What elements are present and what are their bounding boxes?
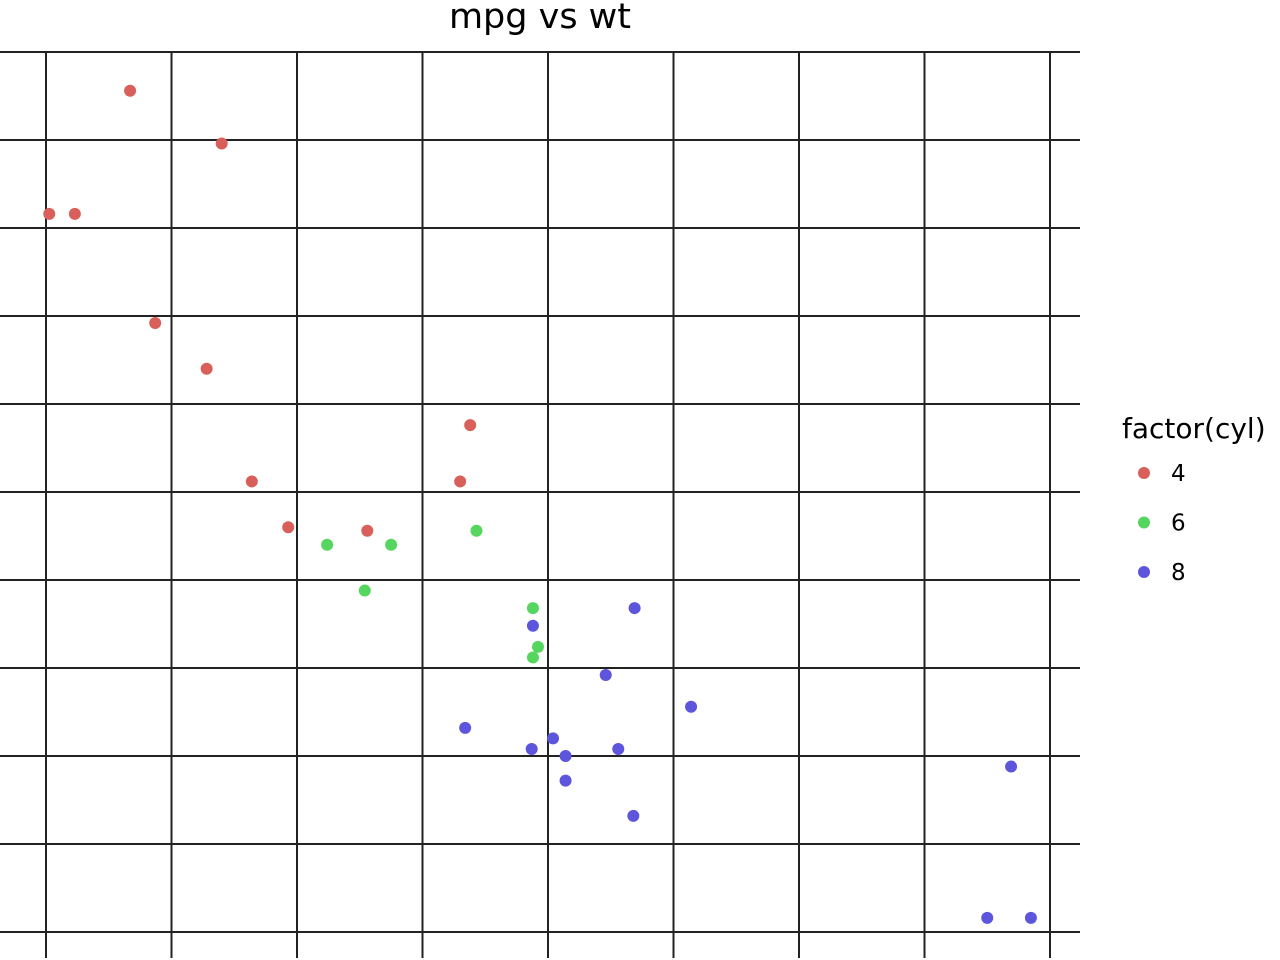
data-point-cyl-4 (200, 362, 213, 375)
data-point-cyl-4 (361, 524, 374, 537)
data-point-cyl-4 (454, 475, 467, 488)
data-point-cyl-8 (559, 750, 572, 762)
data-point-cyl-8 (612, 742, 625, 755)
data-point-cyl-4 (464, 419, 477, 432)
data-point-cyl-8 (628, 602, 641, 615)
data-point-cyl-4 (282, 521, 295, 534)
data-point-cyl-8 (599, 669, 612, 682)
grid (0, 51, 1080, 958)
data-point-cyl-6 (358, 584, 371, 597)
data-point-cyl-6 (531, 640, 544, 653)
data-point-cyl-8 (547, 732, 560, 745)
legend-key-6 (1138, 516, 1150, 529)
data-point-cyl-4 (149, 317, 162, 330)
legend-label-6: 6 (1171, 511, 1186, 537)
legend-label-8: 8 (1171, 560, 1186, 586)
legend-label-4: 4 (1171, 461, 1186, 487)
data-point-cyl-4 (124, 84, 137, 97)
legend-key-4 (1138, 467, 1150, 479)
data-point-cyl-8 (559, 774, 572, 787)
data-points (43, 84, 1037, 924)
data-point-cyl-8 (459, 721, 472, 734)
data-point-cyl-8 (981, 911, 994, 924)
data-point-cyl-4 (68, 207, 81, 220)
legend-key-8 (1138, 566, 1150, 578)
data-point-cyl-8 (627, 809, 640, 822)
data-point-cyl-6 (470, 524, 483, 537)
data-point-cyl-6 (321, 538, 334, 551)
data-point-cyl-8 (526, 619, 539, 632)
data-point-cyl-6 (526, 602, 539, 615)
data-point-cyl-8 (685, 700, 698, 713)
data-point-cyl-4 (245, 475, 258, 488)
data-point-cyl-6 (526, 651, 539, 664)
chart-title: mpg vs wt (449, 0, 631, 37)
legend: factor(cyl) 4 6 8 (1122, 412, 1266, 586)
data-point-cyl-8 (525, 742, 538, 755)
data-point-cyl-8 (1005, 760, 1018, 773)
data-point-cyl-8 (1024, 911, 1037, 924)
legend-title: factor(cyl) (1122, 412, 1266, 445)
data-point-cyl-4 (215, 137, 228, 150)
data-point-cyl-6 (385, 538, 398, 551)
data-point-cyl-4 (43, 207, 56, 220)
